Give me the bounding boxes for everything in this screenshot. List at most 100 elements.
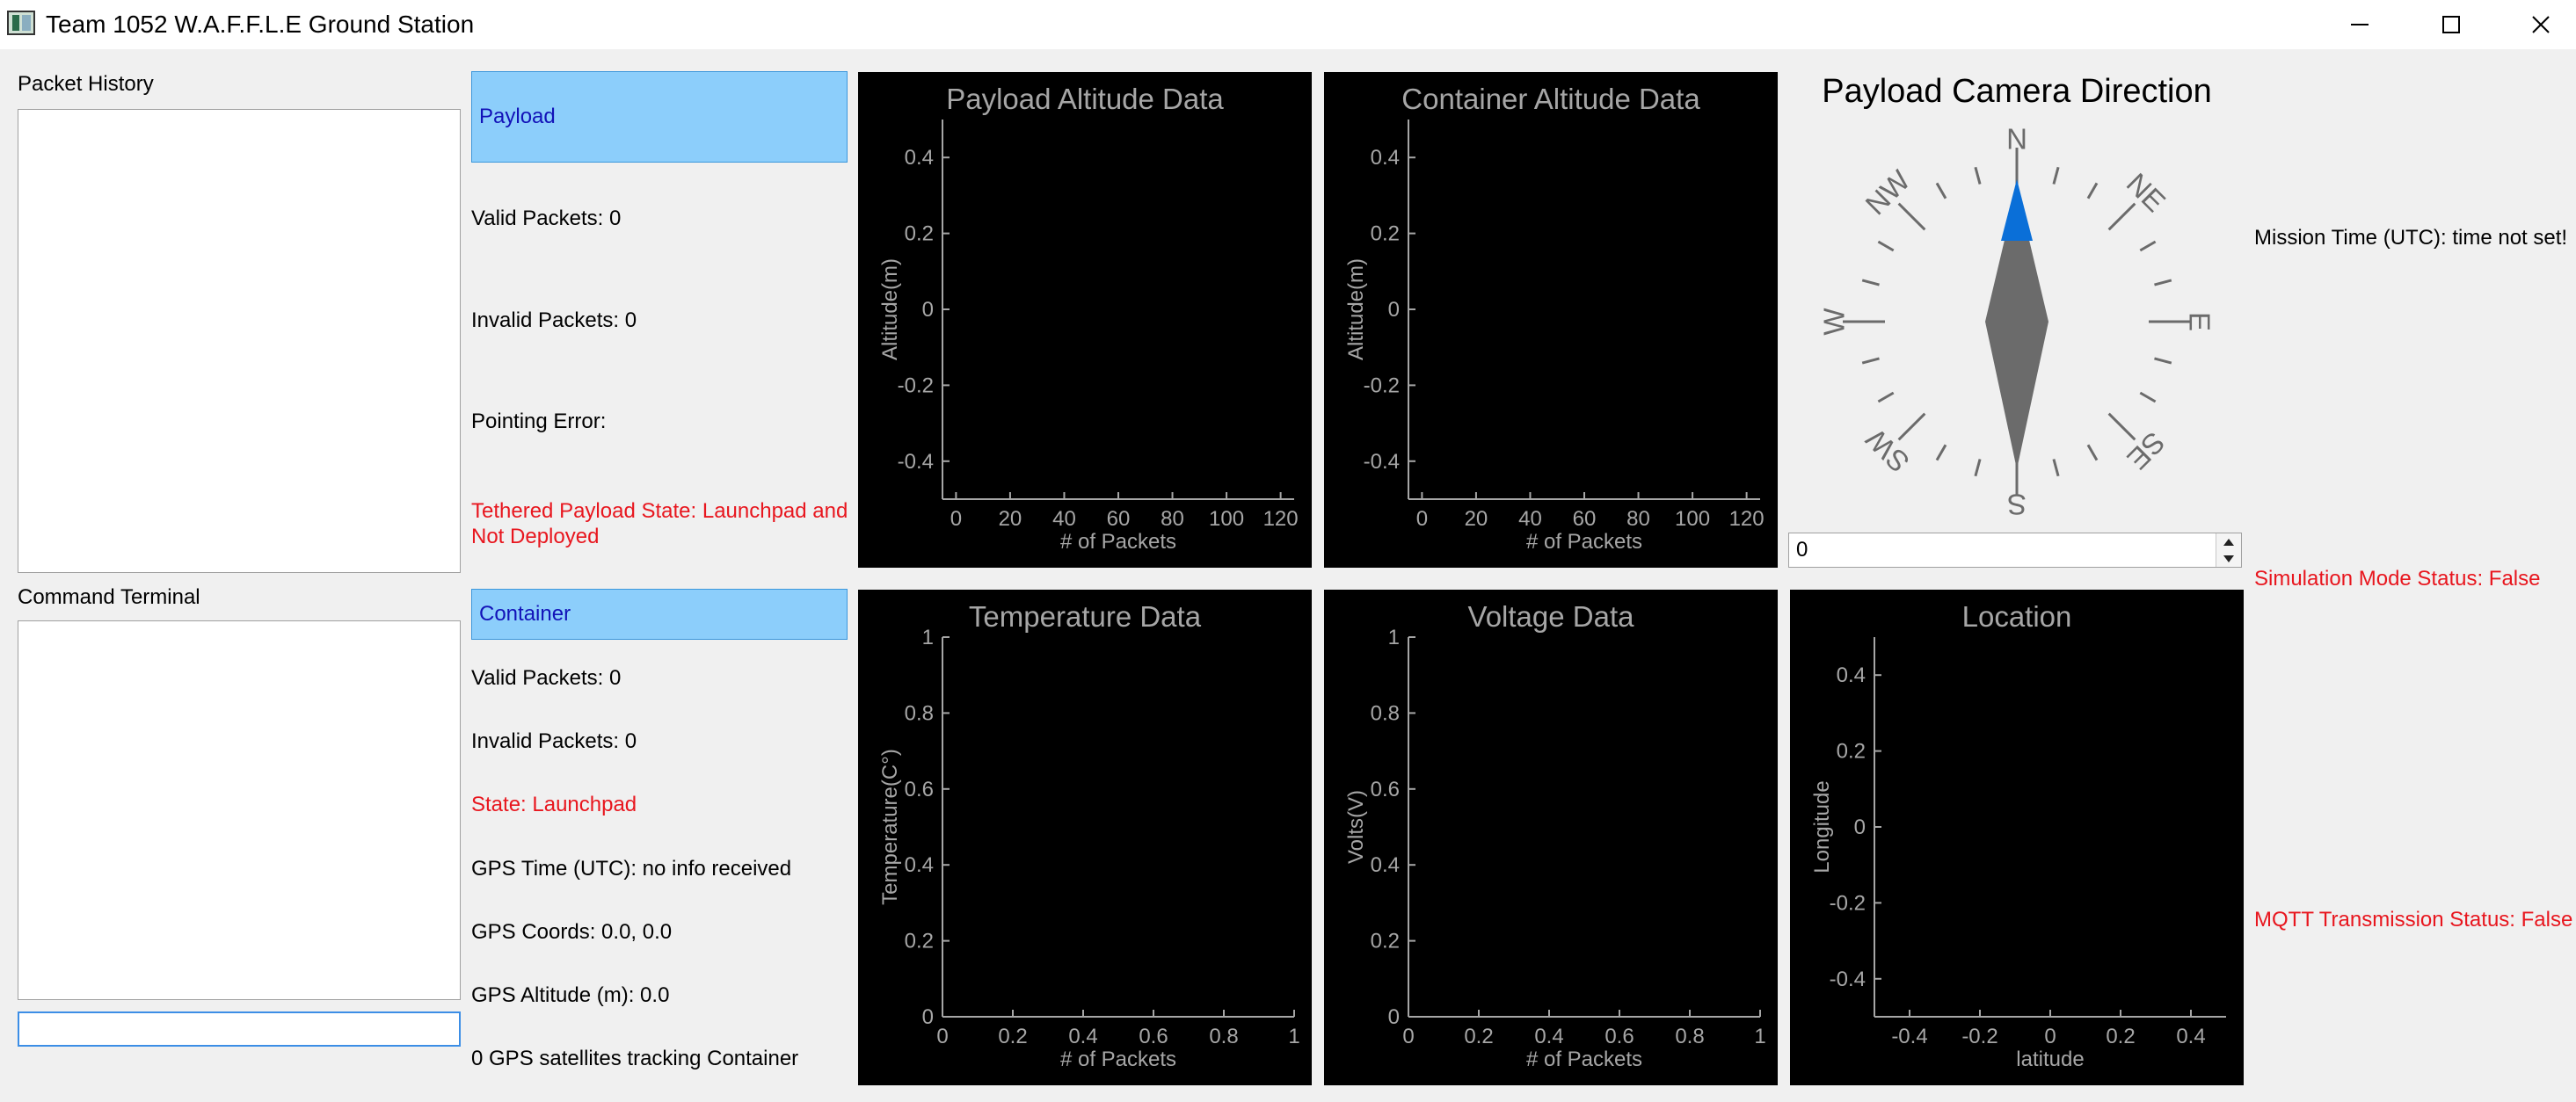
gps-time: GPS Time (UTC): no info received <box>471 857 792 881</box>
x-axis-label: # of Packets <box>1526 530 1642 554</box>
x-tick-label: 80 <box>1626 507 1650 531</box>
mqtt-status: MQTT Transmission Status: False <box>2254 908 2573 932</box>
chart-title: Container Altitude Data <box>1401 83 1700 115</box>
chevron-down-icon[interactable] <box>2222 554 2236 564</box>
y-tick-label: 0 <box>922 298 934 322</box>
compass-tick <box>2052 166 2060 185</box>
x-tick-label: 0.6 <box>1139 1025 1168 1048</box>
x-tick-label: 20 <box>999 507 1022 531</box>
x-tick-label: 0.2 <box>2106 1025 2135 1048</box>
command-input[interactable] <box>18 1011 461 1047</box>
compass-tick <box>2107 202 2136 231</box>
maximize-button[interactable] <box>2409 0 2493 49</box>
maximize-icon <box>2442 16 2460 33</box>
compass-label: E <box>2184 312 2216 331</box>
compass-tick <box>2107 412 2136 441</box>
compass-tick <box>1935 444 1947 461</box>
chevron-up-icon[interactable] <box>2222 537 2236 547</box>
compass-tick <box>2086 182 2099 199</box>
y-tick-label: 0 <box>1854 816 1866 839</box>
gps-altitude: GPS Altitude (m): 0.0 <box>471 983 670 1007</box>
y-tick-label: 0.4 <box>905 853 934 877</box>
y-tick-label: 0 <box>1388 1005 1400 1029</box>
payload-altitude-plot[interactable]: Payload Altitude Data 0 20 40 60 80 100 120 0.4 0… <box>858 72 1312 568</box>
container-invalid-packets: Invalid Packets: 0 <box>471 729 637 753</box>
gps-satellites: 0 GPS satellites tracking Container <box>471 1047 799 1070</box>
y-tick-label: 1 <box>1388 626 1400 649</box>
mission-time: Mission Time (UTC): time not set! <box>2254 226 2568 250</box>
payload-state-line2: Not Deployed <box>471 525 600 548</box>
x-tick-label: 120 <box>1263 507 1299 531</box>
payload-state-line1: Tethered Payload State: Launchpad and <box>471 499 848 523</box>
y-tick-label: 0.6 <box>1371 778 1400 801</box>
heading-value: 0 <box>1796 538 1808 562</box>
minimize-icon <box>2351 24 2369 25</box>
compass-tick <box>1861 279 1880 286</box>
x-tick-label: 0.4 <box>1068 1025 1097 1048</box>
x-tick-label: 0.8 <box>1209 1025 1238 1048</box>
y-tick-label: 1 <box>922 626 934 649</box>
x-tick-label: 100 <box>1209 507 1244 531</box>
container-header-button[interactable]: Container <box>471 589 848 640</box>
x-tick-label: 0.4 <box>1534 1025 1563 1048</box>
spin-buttons <box>2216 533 2241 567</box>
y-tick-label: 0.8 <box>905 701 934 725</box>
compass-label: W <box>1818 308 1851 336</box>
container-valid-packets: Valid Packets: 0 <box>471 666 622 690</box>
location-plot[interactable]: Location -0.4 -0.2 0 0.2 0.4 0.4 0.2 0 -0.2 -0.4 la… <box>1790 590 2244 1085</box>
compass-tick <box>1974 459 1982 477</box>
y-axis-label: Longitude <box>1810 780 1834 873</box>
x-tick-label: 40 <box>1518 507 1542 531</box>
x-axis-label: # of Packets <box>1060 530 1176 554</box>
y-tick-label: 0.2 <box>1371 930 1400 953</box>
minimize-button[interactable] <box>2318 0 2402 49</box>
y-tick-label: 0.8 <box>1371 701 1400 725</box>
x-tick-label: 1 <box>1288 1025 1299 1048</box>
compass-label: S <box>2007 489 2027 521</box>
chart-title: Location <box>1962 600 2072 633</box>
container-altitude-plot[interactable]: Container Altitude Data 0 20 40 60 80 100 120 0.… <box>1324 72 1778 568</box>
heading-spinbox[interactable]: 0 <box>1788 533 2242 568</box>
packet-history-list[interactable] <box>18 109 461 573</box>
command-terminal-output[interactable] <box>18 620 461 1000</box>
x-tick-label: 20 <box>1465 507 1488 531</box>
chart-title: Payload Altitude Data <box>946 83 1224 115</box>
y-tick-label: -0.2 <box>898 373 934 397</box>
voltage-plot[interactable]: Voltage Data 0 0.2 0.4 0.6 0.8 1 1 0.8 0.6 0.4 0.2 0… <box>1324 590 1778 1085</box>
y-tick-label: 0.4 <box>1837 663 1866 687</box>
x-tick-label: -0.4 <box>1891 1025 1927 1048</box>
app-icon <box>7 11 35 35</box>
payload-header-button[interactable]: Payload <box>471 71 848 163</box>
compass-title: Payload Camera Direction <box>1822 73 2212 110</box>
compass-label: N <box>2006 123 2027 156</box>
x-tick-label: 0 <box>2044 1025 2056 1048</box>
x-tick-label: 0.4 <box>2176 1025 2205 1048</box>
y-tick-label: 0.4 <box>1371 853 1400 877</box>
y-tick-label: -0.2 <box>1830 891 1866 915</box>
x-tick-label: 0 <box>936 1025 948 1048</box>
x-tick-label: 0 <box>1416 507 1428 531</box>
x-tick-label: 0.2 <box>998 1025 1027 1048</box>
y-tick-label: -0.4 <box>1364 450 1400 474</box>
x-axis-label: latitude <box>2016 1048 2084 1071</box>
x-tick-label: 40 <box>1052 507 1076 531</box>
x-tick-label: 1 <box>1754 1025 1765 1048</box>
compass-tick <box>1897 202 1926 231</box>
x-tick-label: 0 <box>950 507 962 531</box>
y-tick-label: -0.2 <box>1364 373 1400 397</box>
y-tick-label: 0.2 <box>905 222 934 246</box>
chart-title: Temperature Data <box>969 600 1202 633</box>
compass-tick <box>2052 459 2060 477</box>
y-tick-label: -0.4 <box>1830 968 1866 991</box>
y-tick-label: 0.2 <box>905 930 934 953</box>
x-tick-label: 100 <box>1675 507 1710 531</box>
compass-needle-icon <box>1985 179 2048 489</box>
temperature-plot[interactable]: Temperature Data 0 0.2 0.4 0.6 0.8 1 1 0.8 0.6 0.4… <box>858 590 1312 1085</box>
compass-tick <box>2139 240 2157 252</box>
compass-tick <box>1935 182 1947 199</box>
window-title: Team 1052 W.A.F.F.L.E Ground Station <box>46 11 475 38</box>
y-axis-label: Altitude(m) <box>1344 258 1368 360</box>
command-terminal-label: Command Terminal <box>18 585 200 609</box>
close-button[interactable] <box>2499 0 2576 49</box>
